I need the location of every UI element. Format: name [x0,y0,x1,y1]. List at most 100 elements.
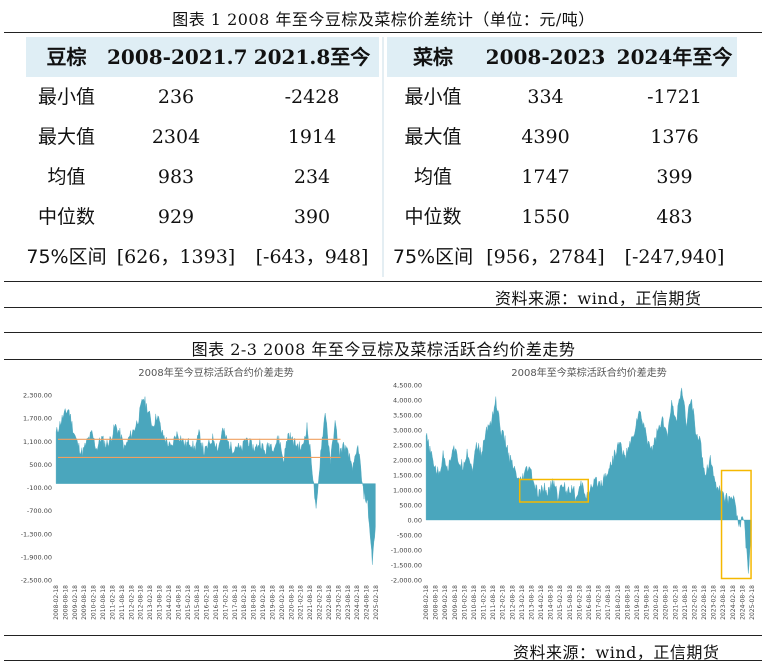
y-tick-label: 1,500.00 [393,472,422,480]
table-cell: 929 [157,206,195,228]
row-label: 最小值 [37,86,95,108]
x-tick-label: 2020-02-18 [279,585,286,620]
x-tick-label: 2017-02-18 [222,585,229,620]
table-cell: 399 [656,166,693,188]
table-cell: 1376 [650,126,699,148]
rapeseed-palm-spread-chart: 2008年至今菜棕活跃合约价差走势 4,500.00 4,000.00 3,500.0… [386,361,762,635]
y-tick-label: 4,500.00 [393,382,422,390]
table-row: 中位数 1550 483 [387,197,737,237]
x-tick-label: 2024-08-18 [739,585,746,620]
table-cell: 1747 [521,166,570,188]
soy-palm-spread-svg: 2008年至今豆棕活跃合约价差走势 2,300.00 1,700.00 1,100.0… [21,366,380,620]
table-header-row: 菜棕 2008-2023 2024年至今 [387,37,737,77]
x-tick-label: 2025-02-18 [749,585,756,620]
y-tick-label: 3,000.00 [393,427,422,435]
x-tick-label: 2008-02-18 [423,585,430,620]
x-tick-label: 2016-08-18 [213,585,220,620]
x-tick-label: 2022-02-18 [691,585,698,620]
x-tick-label: 2011-08-18 [490,585,497,620]
x-tick-label: 2012-08-18 [509,585,516,620]
table-cell: 234 [293,166,331,188]
x-tick-label: 2010-02-18 [91,585,98,620]
x-tick-label: 2018-08-18 [251,585,258,620]
table-header-row: 豆棕 2008-2021.7 2021.8至今 [26,37,379,77]
table-row: 中位数 929 390 [26,197,379,237]
table-header-cell: 2008-2023 [485,45,606,69]
x-tick-label: 2015-08-18 [567,585,574,620]
y-tick-label: -1,000.00 [391,547,422,555]
y-tick-label: 2,000.00 [393,457,422,465]
x-tick-label: 2022-02-18 [317,585,324,620]
x-tick-label: 2014-08-18 [175,585,182,620]
x-tick-label: 2018-08-18 [624,585,631,620]
table-cell: 1550 [521,206,570,228]
x-tick-label: 2021-02-18 [672,585,679,620]
x-tick-label: 2017-02-18 [596,585,603,620]
x-tick-label: 2015-02-18 [557,585,564,620]
table-header-cell: 菜棕 [413,45,453,69]
x-tick-label: 2016-08-18 [586,585,593,620]
table-row: 最大值 2304 1914 [26,117,379,157]
y-tick-label: 2,300.00 [23,392,52,400]
row-label: 均值 [413,166,452,188]
figure2-caption: 图表 2-3 2008 年至今豆棕及菜棕活跃合约价差走势 [191,340,576,359]
table-cell: [956，2784] [486,246,605,268]
x-tick-label: 2009-02-18 [442,585,449,620]
x-tick-label: 2008-08-18 [62,585,69,620]
table-cell: 4390 [521,126,570,148]
table-cell: [-247,940] [624,246,725,268]
x-tick-label: 2022-08-18 [701,585,708,620]
table-cell: 483 [656,206,693,228]
x-tick-label: 2025-02-18 [373,585,380,620]
x-tick-label: 2020-08-18 [288,585,295,620]
y-tick-label: 3,500.00 [393,412,422,420]
table-header-cell: 2024年至今 [616,45,733,69]
highlight-box [720,469,752,580]
x-tick-label: 2020-02-18 [653,585,660,620]
y-tick-label: -700.00 [27,507,52,515]
figure1-caption: 图表 1 2008 年至今豆棕及菜棕价差统计（单位：元/吨） [172,10,595,29]
y-tick-label: -1,300.00 [21,530,52,538]
table-row: 均值 983 234 [26,157,379,197]
x-tick-label: 2011-02-18 [481,585,488,620]
x-tick-label: 2019-02-18 [634,585,641,620]
table-cell: 390 [293,206,331,228]
y-tick-label: 4,000.00 [393,397,422,405]
x-tick-label: 2013-08-18 [528,585,535,620]
table-header-cell: 2021.8至今 [253,45,371,69]
rapeseed-palm-stats-table: 菜棕 2008-2023 2024年至今 最小值 334 -1721 最大值 4… [387,37,737,277]
x-tick-label: 2009-02-18 [72,585,79,620]
chart-title: 2008年至今菜棕活跃合约价差走势 [511,366,666,379]
table-cell: 2304 [151,126,201,148]
x-tick-label: 2023-08-18 [345,585,352,620]
table-row: 75%区间 [956，2784] [-247,940] [387,237,737,277]
x-tick-label: 2010-08-18 [100,585,107,620]
x-tick-label: 2018-02-18 [241,585,248,620]
table-header-cell: 豆棕 [46,45,87,69]
figure2-bottom-rule [4,635,762,636]
x-tick-label: 2012-02-18 [128,585,135,620]
x-tick-label: 2024-08-18 [364,585,371,620]
x-tick-label: 2012-02-18 [500,585,507,620]
x-tick-label: 2023-08-18 [720,585,727,620]
spread-area-series [425,387,752,574]
x-tick-label: 2015-02-18 [185,585,192,620]
row-label: 最大值 [37,126,95,148]
figure1-mid-rule [4,281,762,282]
x-tick-label: 2010-08-18 [471,585,478,620]
x-tick-label: 2019-02-18 [260,585,267,620]
table-row: 均值 1747 399 [387,157,737,197]
table-header-cell: 2008-2021.7 [107,45,248,69]
y-tick-label: 500.00 [399,502,422,510]
figure1-top-rule [4,32,762,33]
table-cell: 334 [527,86,564,108]
y-tick-label: 1,000.00 [393,487,422,495]
row-label: 75%区间 [26,246,107,268]
y-tick-label: 0.00 [408,517,422,525]
x-tick-label: 2021-08-18 [682,585,689,620]
y-tick-label: 1,700.00 [23,415,52,423]
x-tick-label: 2021-02-18 [298,585,305,620]
figure2-source: 资料来源：wind，正信期货 [513,643,720,662]
x-tick-label: 2015-08-18 [194,585,201,620]
row-label: 最小值 [404,86,462,108]
